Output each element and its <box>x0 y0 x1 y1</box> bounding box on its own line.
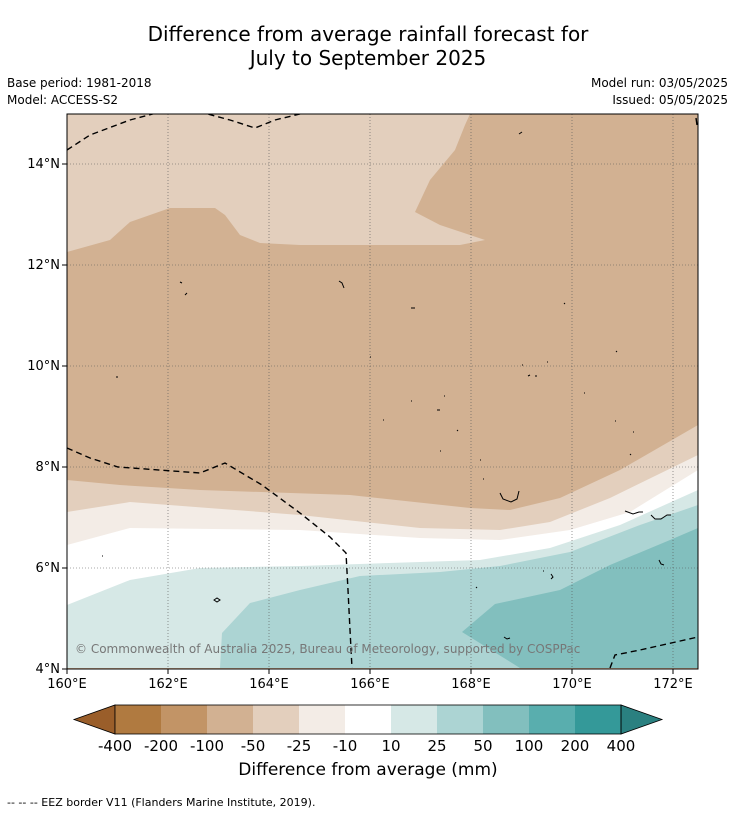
colorbar-tick: -50 <box>241 737 266 755</box>
colorbar-tick: -10 <box>333 737 358 755</box>
lon-label: 162°E <box>148 677 188 692</box>
map-title: Difference from average rainfall forecas… <box>0 22 736 70</box>
colorbar-tick: 50 <box>473 737 492 755</box>
colorbar-under-arrow <box>72 704 116 735</box>
colorbar-tick-labels: -400 -200 -100 -50 -25 -10 10 25 50 100 … <box>98 737 635 755</box>
plot-frame <box>66 113 699 670</box>
lon-label: 164°E <box>249 677 289 692</box>
lon-label: 172°E <box>653 677 693 692</box>
model-name: Model: ACCESS-S2 <box>7 93 119 107</box>
colorbar-bin <box>161 705 207 734</box>
latitude-labels: 14°N 12°N 10°N 8°N 6°N 4°N <box>27 157 67 677</box>
lon-label: 166°E <box>350 677 390 692</box>
colorbar-tick: -200 <box>144 737 178 755</box>
contour-layer <box>67 114 698 669</box>
colorbar-tick: -400 <box>98 737 132 755</box>
lat-label: 4°N <box>36 662 61 677</box>
base-period: Base period: 1981-2018 <box>7 76 152 90</box>
lon-label: 170°E <box>552 677 592 692</box>
colorbar-tick: -25 <box>287 737 312 755</box>
issued-date: Issued: 05/05/2025 <box>612 93 728 107</box>
colorbar-bin <box>483 705 529 734</box>
colorbar-tick: 25 <box>427 737 446 755</box>
lat-label: 14°N <box>27 157 60 172</box>
lat-label: 8°N <box>36 460 61 475</box>
colorbar-tick: 10 <box>381 737 400 755</box>
contour-bin-neg50-neg25-north <box>67 114 485 252</box>
gridlines <box>67 114 698 669</box>
colorbar-bin <box>115 705 161 734</box>
longitude-labels: 160°E 162°E 164°E 166°E 168°E 170°E 172°… <box>47 669 693 692</box>
colorbar-tick: -100 <box>190 737 224 755</box>
colorbar-bin <box>391 705 437 734</box>
title-line-2: July to September 2025 <box>249 46 487 70</box>
eez-border <box>67 114 698 669</box>
title-line-1: Difference from average rainfall forecas… <box>147 22 589 46</box>
colorbar-bin <box>437 705 483 734</box>
colorbar-bin <box>575 705 621 734</box>
colorbar-bin <box>345 705 391 734</box>
lat-label: 12°N <box>27 258 60 273</box>
colorbar-bin <box>207 705 253 734</box>
model-run: Model run: 03/05/2025 <box>590 76 728 90</box>
colorbar-label: Difference from average (mm) <box>238 760 498 780</box>
meta-right: Model run: 03/05/2025 Issued: 05/05/2025 <box>591 75 728 109</box>
colorbar <box>72 704 664 735</box>
colorbar-over-arrow <box>620 704 664 735</box>
colorbar-frame <box>114 704 622 735</box>
colorbar-tick: 400 <box>607 737 636 755</box>
contour-bin-50-100 <box>462 528 698 668</box>
lon-label: 168°E <box>451 677 491 692</box>
colorbar-bin <box>299 705 345 734</box>
colorbar-tick: 200 <box>561 737 590 755</box>
colorbar-bin <box>253 705 299 734</box>
meta-left: Base period: 1981-2018 Model: ACCESS-S2 <box>7 75 152 109</box>
colorbar-tick: 100 <box>515 737 544 755</box>
lat-label: 6°N <box>36 561 61 576</box>
islands <box>102 131 671 640</box>
copyright-text: © Commonwealth of Australia 2025, Bureau… <box>75 642 580 656</box>
lon-label: 160°E <box>47 677 87 692</box>
eez-footnote: -- -- -- EEZ border V11 (Flanders Marine… <box>7 796 316 809</box>
lat-label: 10°N <box>27 359 60 374</box>
colorbar-bin <box>529 705 575 734</box>
